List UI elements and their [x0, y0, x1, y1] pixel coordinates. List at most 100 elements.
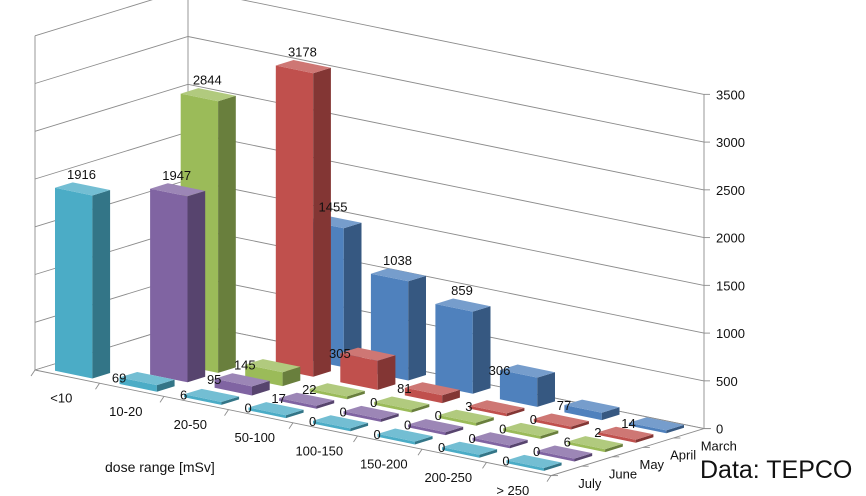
y-tick-label: 2500 — [716, 183, 745, 198]
bar-side-face — [218, 95, 236, 373]
bar-marks — [55, 60, 684, 471]
bar-top-face — [55, 182, 111, 196]
bar-top-face — [180, 88, 236, 102]
value-label: 0 — [438, 440, 445, 455]
value-label: 0 — [499, 421, 506, 436]
value-label: 145 — [234, 358, 256, 373]
x-tick-mark — [159, 396, 165, 403]
value-label: 0 — [468, 431, 475, 446]
bar-may-6 — [503, 422, 559, 439]
category-label: 50-100 — [235, 430, 275, 445]
bar-side-face — [574, 453, 593, 462]
bar-april-4 — [404, 382, 460, 404]
bar-side-face — [316, 400, 335, 409]
x-tick-mark — [95, 382, 100, 390]
bar-top-face — [370, 268, 426, 282]
value-label: 2844 — [193, 73, 222, 88]
bar-side-face — [571, 421, 589, 430]
bar-top-face — [374, 396, 430, 410]
x-tick-mark — [30, 369, 36, 377]
bar-side-face — [414, 436, 433, 445]
value-label: 69 — [112, 371, 126, 386]
bar-top-face — [377, 428, 433, 442]
bar-front-face — [438, 415, 477, 426]
value-label: 0 — [530, 412, 537, 427]
bar-side-face — [510, 439, 528, 449]
gridline — [34, 131, 705, 239]
value-label: 0 — [370, 395, 377, 410]
bar-side-face — [411, 404, 430, 413]
bar-side-face — [282, 366, 301, 387]
bar-july-1 — [119, 372, 175, 392]
value-label: 859 — [451, 283, 473, 298]
y-tick-label: 3000 — [716, 135, 745, 150]
bar-top-face — [435, 298, 491, 312]
bar-front-face — [628, 422, 667, 434]
bar-front-face — [245, 364, 283, 387]
bar-side-face — [537, 372, 555, 407]
value-label: 0 — [404, 418, 411, 433]
bar-july-3 — [248, 402, 304, 419]
bar-front-face — [503, 428, 541, 439]
bar-top-face — [214, 373, 270, 387]
bar-side-face — [666, 424, 684, 434]
bar-may-4 — [374, 396, 430, 413]
category-label: 200-250 — [424, 470, 472, 485]
bar-front-face — [279, 398, 317, 409]
bar-may-7 — [567, 436, 623, 453]
bar-top-face — [408, 419, 464, 433]
bar-side-face — [313, 67, 331, 377]
category-label: > 250 — [496, 483, 529, 496]
value-label: 0 — [373, 427, 380, 442]
bar-top-face — [438, 409, 494, 423]
series-label: July — [578, 476, 602, 491]
bar-side-face — [252, 380, 270, 396]
bar-front-face — [469, 405, 507, 417]
bar-front-face — [313, 420, 351, 432]
bar-march-5 — [499, 364, 555, 407]
bar-front-face — [499, 370, 538, 407]
bar-front-face — [533, 418, 572, 430]
bar-march-4 — [435, 298, 491, 394]
bar-side-face — [92, 190, 111, 379]
bar-front-face — [377, 433, 415, 445]
value-label: 3 — [465, 399, 472, 414]
bar-july-2 — [184, 388, 240, 405]
bar-front-face — [275, 65, 314, 377]
bar-top-face — [119, 372, 175, 386]
gridline — [34, 0, 705, 95]
value-label: 0 — [244, 401, 251, 416]
bar-april-5 — [469, 400, 525, 417]
bar-march-6 — [564, 399, 620, 421]
bar-top-face — [506, 454, 562, 468]
bar-top-face — [309, 383, 365, 397]
series-label: May — [640, 457, 665, 472]
bar-side-face — [381, 413, 399, 422]
bar-top-face — [279, 392, 335, 406]
bar-side-face — [543, 462, 562, 471]
bar-july-4 — [313, 415, 369, 432]
bar-top-face — [404, 382, 460, 396]
value-label: 0 — [533, 444, 540, 459]
series-label: March — [701, 438, 737, 453]
x-tick-mark — [224, 409, 229, 416]
bar-side-face — [445, 426, 464, 436]
bar-may-5 — [438, 409, 494, 426]
value-label: 0 — [435, 408, 442, 423]
bar-april-3 — [340, 347, 396, 390]
gridline — [34, 83, 705, 191]
bar-top-face — [275, 60, 331, 74]
value-label: 1455 — [319, 200, 348, 215]
value-label: 6 — [564, 435, 571, 450]
category-label: 20-50 — [174, 417, 207, 432]
x-tick-mark — [417, 448, 423, 456]
value-label: 3178 — [288, 45, 317, 60]
bar-top-face — [499, 364, 555, 378]
bar-july-7 — [506, 454, 562, 471]
value-label: 22 — [302, 382, 316, 397]
bar-side-face — [377, 355, 396, 390]
bar-april-7 — [598, 426, 654, 443]
x-axis-title: dose range [mSv] — [105, 459, 215, 475]
y-tick-label: 3500 — [716, 87, 745, 102]
